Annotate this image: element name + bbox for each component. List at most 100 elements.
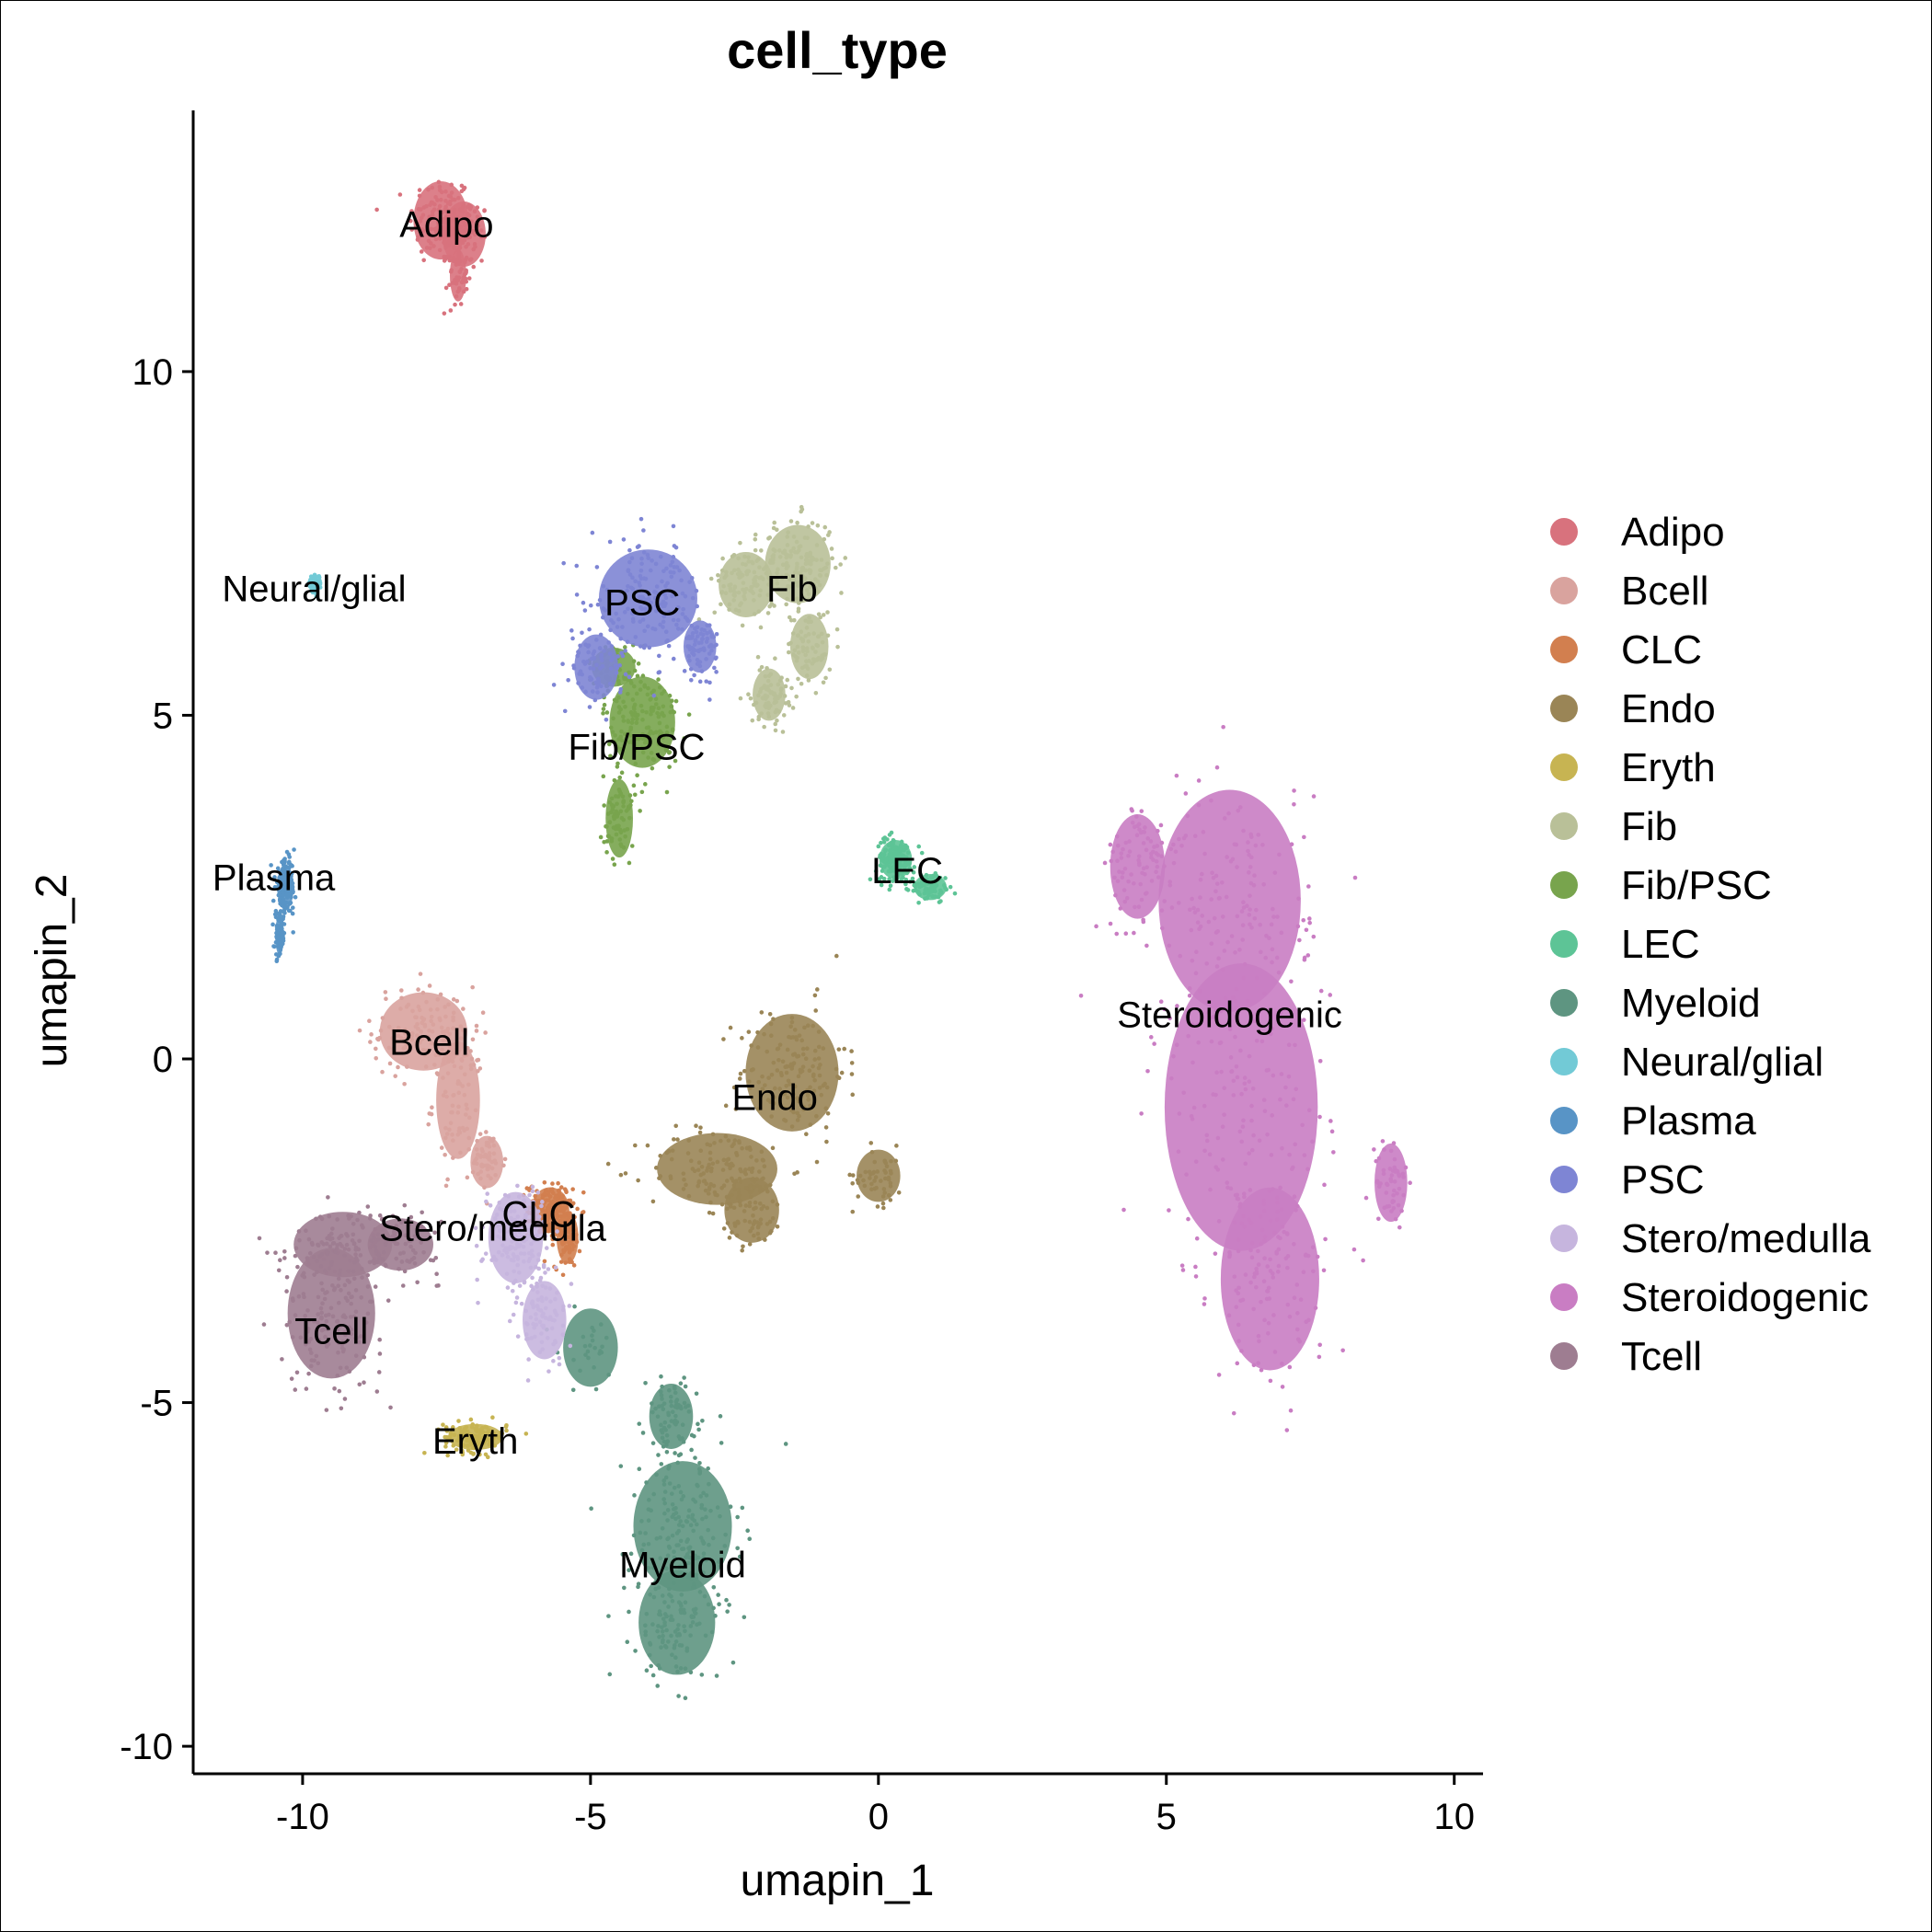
data-point (765, 1049, 770, 1054)
data-point (658, 1535, 663, 1540)
data-point (687, 658, 692, 663)
data-point (466, 1448, 471, 1453)
data-point (458, 1036, 464, 1041)
data-point (696, 1483, 700, 1489)
data-point (650, 1409, 655, 1415)
data-point (1227, 1027, 1233, 1031)
data-point (318, 1305, 324, 1311)
data-point (777, 1042, 783, 1047)
data-point (1259, 949, 1263, 955)
data-point (292, 847, 296, 852)
data-point (1376, 1156, 1382, 1161)
data-point (786, 564, 790, 569)
data-point (536, 1306, 541, 1312)
data-point (647, 645, 652, 650)
data-point (696, 1183, 700, 1189)
data-point (430, 1029, 435, 1034)
data-point (679, 1593, 684, 1597)
data-point (346, 1213, 351, 1218)
data-point (1177, 1111, 1182, 1116)
data-point (713, 1614, 718, 1618)
data-point (808, 1122, 813, 1127)
data-point (713, 656, 719, 661)
data-point (567, 1213, 572, 1219)
data-point (417, 188, 422, 192)
data-point (635, 773, 639, 778)
data-point (759, 1010, 765, 1015)
data-point (619, 815, 625, 821)
data-point (771, 1017, 776, 1021)
data-point (493, 1258, 499, 1262)
cluster-label-psc: PSC (604, 582, 680, 623)
data-point (558, 1199, 563, 1204)
legend-swatch (1550, 753, 1578, 781)
data-point (1240, 937, 1246, 942)
data-point (664, 1450, 670, 1455)
data-point (583, 689, 588, 695)
data-point (590, 689, 595, 694)
data-point (893, 845, 898, 851)
data-point (703, 1633, 708, 1639)
data-point (775, 570, 779, 576)
data-point (658, 1154, 662, 1158)
data-point (662, 1623, 667, 1627)
data-point (1351, 1247, 1357, 1252)
data-point (618, 1464, 624, 1468)
data-point (659, 1428, 664, 1433)
data-point (481, 1441, 487, 1445)
data-point (675, 617, 681, 623)
data-point (665, 1553, 671, 1558)
data-point (811, 646, 815, 650)
data-point (732, 584, 738, 589)
data-point (473, 1440, 477, 1445)
data-point (877, 877, 882, 881)
data-point (1242, 1081, 1248, 1087)
data-point (1323, 1236, 1328, 1242)
data-point (850, 1173, 856, 1178)
data-point (811, 1074, 816, 1079)
data-point (307, 1250, 313, 1256)
data-point (494, 1213, 500, 1217)
data-point (1202, 1148, 1207, 1154)
data-point (581, 1334, 586, 1340)
data-point (644, 1480, 649, 1485)
data-point (799, 555, 804, 560)
data-point (673, 698, 679, 704)
data-point (656, 677, 661, 682)
data-point (546, 1267, 551, 1271)
data-point (607, 820, 613, 824)
data-point (443, 1125, 448, 1131)
data-point (784, 602, 788, 607)
data-point (601, 615, 605, 620)
data-point (1392, 1165, 1397, 1170)
data-point (572, 1234, 578, 1239)
data-point (1242, 1194, 1247, 1200)
data-point (709, 648, 714, 653)
data-point (1230, 857, 1236, 862)
legend-label: Bcell (1621, 569, 1708, 614)
data-point (675, 627, 681, 631)
data-point (441, 1422, 445, 1427)
data-point (727, 1603, 731, 1607)
data-point (731, 1183, 737, 1188)
cluster-core (574, 634, 618, 700)
data-point (272, 885, 278, 890)
data-point (602, 803, 606, 808)
data-point (1249, 1147, 1255, 1153)
data-point (816, 1029, 822, 1034)
data-point (443, 1014, 448, 1019)
data-point (502, 1192, 508, 1198)
data-point (410, 1008, 415, 1014)
data-point (663, 1475, 669, 1480)
data-point (833, 565, 838, 570)
data-point (732, 1187, 738, 1192)
data-point (869, 1149, 875, 1155)
data-point (543, 1316, 548, 1320)
data-point (548, 1299, 553, 1304)
data-point (470, 1037, 476, 1042)
data-point (799, 566, 804, 571)
data-point (806, 639, 811, 644)
data-point (529, 1241, 534, 1247)
data-point (278, 913, 282, 917)
data-point (776, 548, 782, 553)
